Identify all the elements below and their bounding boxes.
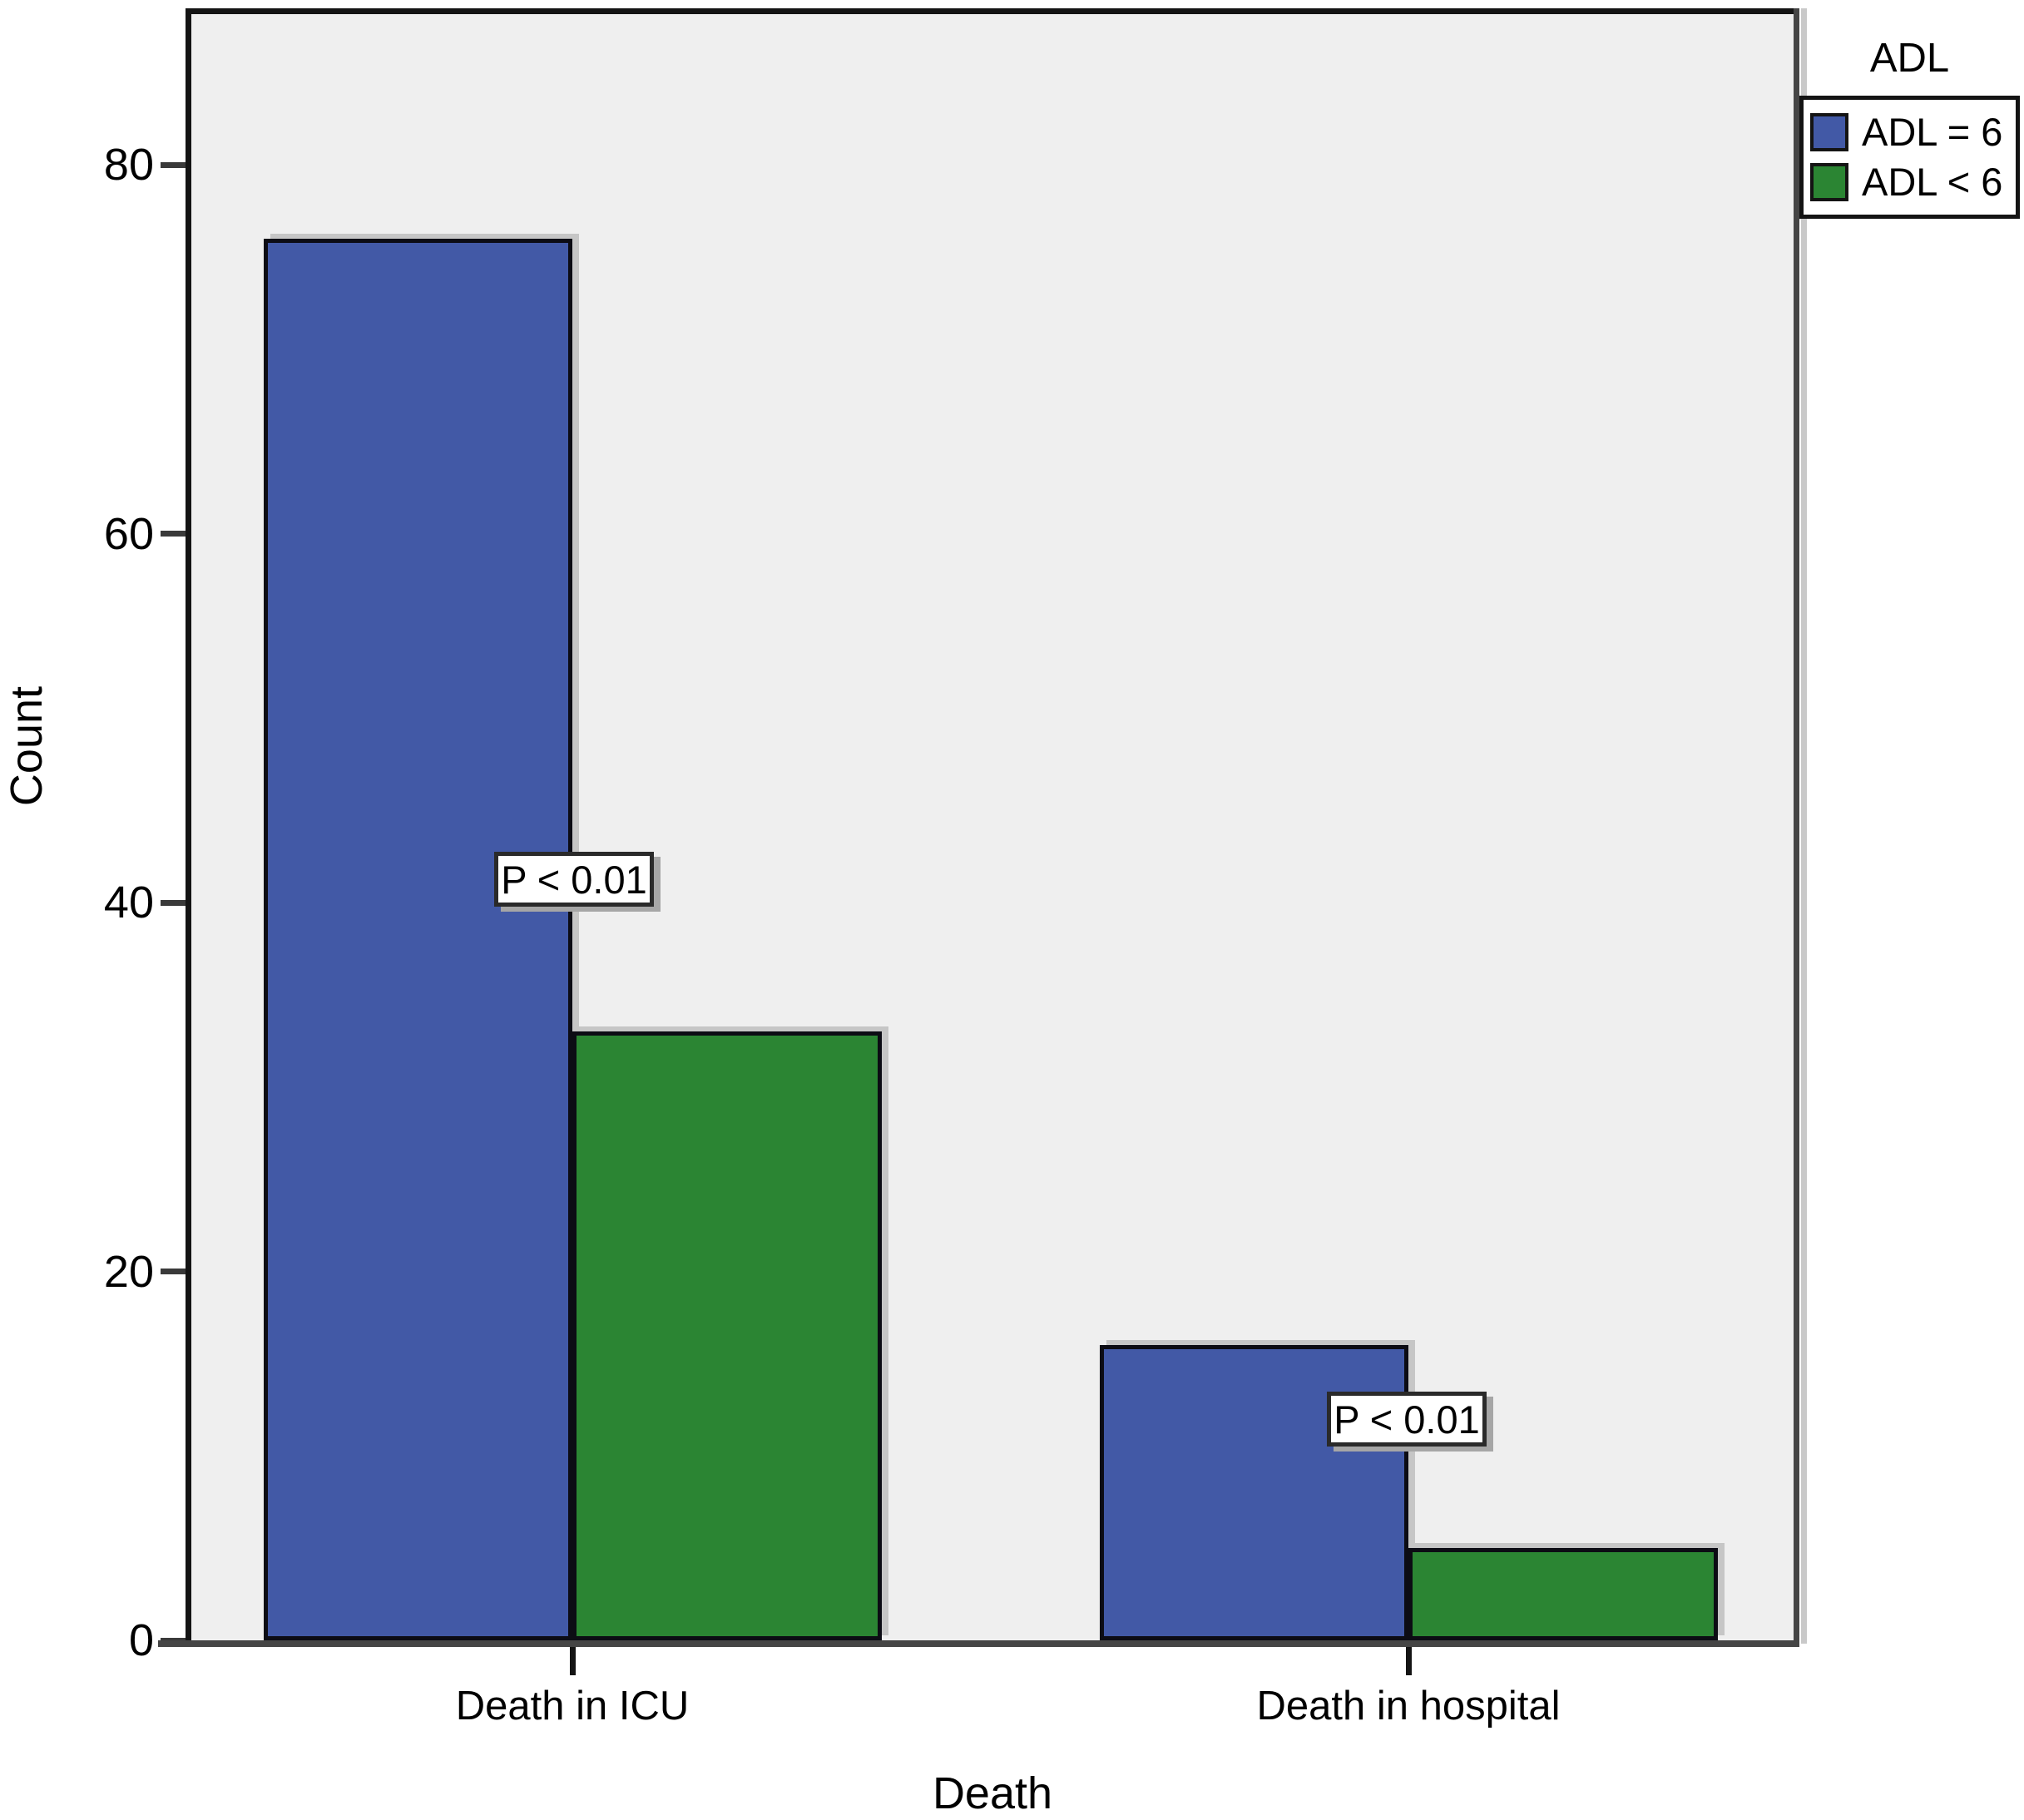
- y-tick-40: [161, 899, 188, 906]
- p-value-label-2: P < 0.01: [1327, 1392, 1487, 1447]
- y-tick-label-20: 20: [103, 1246, 154, 1297]
- bar-adl-lt-6-cat2: [1408, 1548, 1718, 1640]
- legend-item-2: ADL < 6: [1810, 161, 2009, 203]
- legend-swatch-1: [1810, 113, 1848, 151]
- legend-title: ADL: [1869, 36, 1950, 81]
- bar-adl-eq-6-cat2: [1100, 1345, 1408, 1640]
- y-tick-label-0: 0: [128, 1615, 154, 1665]
- plot-frame-right: [1794, 8, 1799, 1644]
- x-tick-1: [569, 1640, 576, 1675]
- bar-adl-eq-6-cat1: [264, 239, 572, 1640]
- legend-label-1: ADL = 6: [1862, 110, 2003, 154]
- y-tick-label-80: 80: [103, 140, 154, 190]
- x-axis-line: [158, 1640, 1799, 1647]
- y-tick-80: [161, 161, 188, 168]
- y-tick-label-60: 60: [103, 508, 154, 559]
- x-category-label-1: Death in ICU: [455, 1684, 690, 1729]
- y-tick-label-40: 40: [103, 878, 154, 927]
- y-tick-20: [161, 1269, 188, 1274]
- y-axis-line: [186, 8, 191, 1646]
- bar-adl-lt-6-cat1: [572, 1031, 882, 1640]
- y-axis-title: Count: [2, 685, 52, 807]
- x-tick-2: [1405, 1640, 1412, 1675]
- y-tick-60: [161, 531, 188, 537]
- legend-label-2: ADL < 6: [1862, 160, 2003, 204]
- x-category-label-2: Death in hospital: [1256, 1684, 1561, 1729]
- legend-box: ADL = 6 ADL < 6: [1799, 96, 2020, 219]
- plot-frame-top: [186, 8, 1799, 14]
- x-axis-title: Death: [932, 1768, 1053, 1818]
- legend-item-1: ADL = 6: [1810, 111, 2009, 153]
- legend-swatch-2: [1810, 163, 1848, 201]
- p-value-label-1: P < 0.01: [494, 852, 654, 907]
